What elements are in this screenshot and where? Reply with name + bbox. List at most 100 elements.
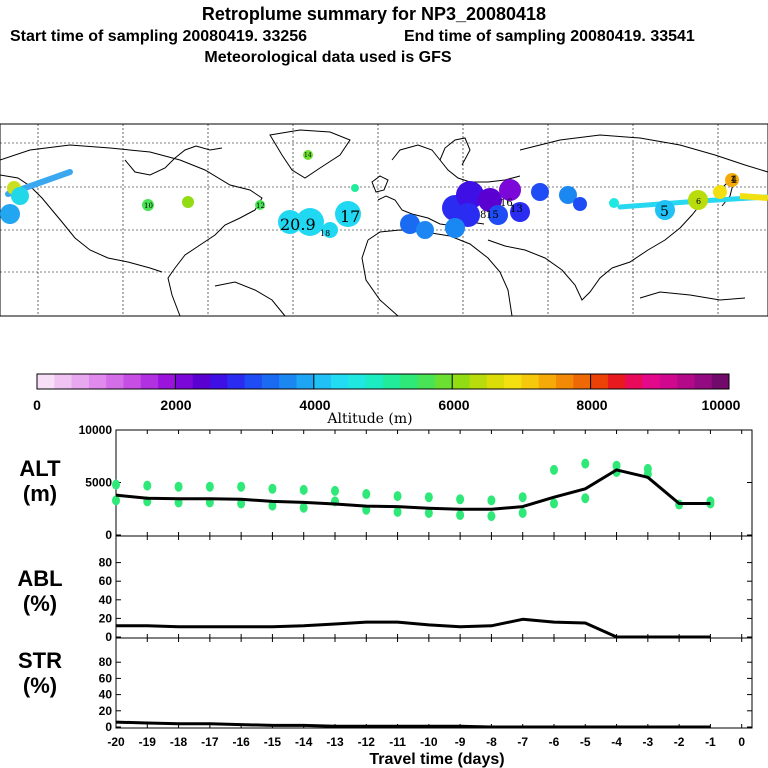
colorbar-swatch [556, 374, 574, 389]
x-tick-label: -11 [389, 735, 406, 749]
colorbar-swatch [417, 374, 436, 389]
alt-series-line [115, 468, 711, 511]
plume-label: 16 [500, 198, 513, 209]
panel-frame [115, 535, 753, 639]
plume-marker [296, 208, 324, 236]
panel-str: 0 20 40 60 80 [99, 637, 753, 734]
map-panel: 20.9 17 1 4 5 8 10 14 15 16 18 12 13 6 5… [0, 123, 768, 317]
alt-scatter-point [268, 483, 277, 494]
alt-scatter-point [299, 502, 308, 513]
x-tick-label: -12 [358, 735, 376, 749]
colorbar-swatch [590, 374, 609, 389]
plume-marker [688, 190, 708, 210]
colorbar-swatch [71, 374, 90, 389]
colorbar-swatch [573, 374, 592, 389]
colorbar-swatch [659, 374, 678, 389]
plume-label: 6 [696, 197, 701, 206]
y-tick-label: 0 [105, 528, 112, 542]
alt-scatter-point [237, 481, 246, 492]
alt-scatter-point [268, 500, 277, 511]
plume-marker [278, 210, 302, 234]
alt-scatter-point [456, 510, 465, 521]
plume-marker [445, 218, 465, 238]
plume-label: 18 [320, 229, 330, 238]
plume-marker [499, 179, 521, 201]
colorbar-swatch [434, 374, 453, 389]
colorbar-swatch [694, 374, 713, 389]
colorbar-swatch [538, 374, 557, 389]
panel-abl: 0 20 40 60 80 [99, 535, 753, 644]
y-tick-label: 20 [99, 704, 113, 718]
plume-marker [510, 202, 530, 222]
y-tick-label: 5000 [85, 476, 112, 490]
alt-scatter-point [299, 484, 308, 495]
x-tick-label: -2 [674, 735, 685, 749]
colorbar-swatch [625, 374, 643, 389]
figure-title: Retroplume summary for NP3_20080418 [202, 4, 546, 24]
alt-scatter-point [143, 480, 152, 491]
colorbar-swatch [54, 374, 73, 389]
plume-label: 10 [144, 202, 153, 210]
altitude-colorbar [36, 373, 730, 390]
plume-label: 4 [728, 183, 729, 185]
met-data-label: Meteorological data used is GFS [204, 49, 451, 66]
start-time-label: Start time of sampling 20080419. 33256 [10, 28, 307, 45]
alt-scatter-point [518, 507, 527, 518]
plume-marker [255, 200, 265, 210]
colorbar-swatch [261, 374, 280, 389]
colorbar-swatch [642, 374, 661, 389]
y-tick-label: 80 [99, 556, 113, 570]
colorbar-swatch [711, 374, 730, 389]
plume-marker [0, 204, 20, 224]
colorbar-swatch [486, 374, 505, 389]
y-tick-label: 60 [99, 574, 113, 588]
plume-label: 5 [660, 215, 661, 217]
alt-scatter-point [581, 493, 590, 504]
y-tick-label: 20 [99, 611, 113, 625]
x-axis-title: Travel time (days) [369, 751, 504, 768]
plume-track-yellow [739, 193, 768, 201]
plume-markers [0, 150, 768, 239]
colorbar-swatch [279, 374, 297, 389]
colorbar-swatch [452, 374, 470, 389]
plume-marker [559, 186, 577, 204]
colorbar-swatch [348, 374, 367, 389]
alt-scatter-point [393, 491, 402, 502]
str-panel-unit: (%) [23, 673, 57, 698]
plume-label: 8 [480, 210, 486, 221]
alt-scatter-point [487, 511, 496, 522]
x-tick-label: 0 [738, 735, 745, 749]
colorbar-swatch [677, 374, 695, 389]
alt-scatter-point [112, 479, 120, 490]
colorbar-tick-labels: 0 2000 4000 6000 8000 10000 [33, 397, 741, 413]
plume-marker [322, 222, 338, 238]
y-tick-label: 10000 [79, 423, 113, 437]
plume-label: 5 [660, 204, 669, 220]
colorbar-swatch [175, 374, 194, 389]
str-panel-label: STR [18, 648, 62, 673]
x-tick-label: -6 [549, 735, 560, 749]
panel-frame [115, 637, 753, 729]
colorbar-swatch [192, 374, 211, 389]
alt-scatter-point [549, 464, 558, 475]
colorbar-swatch [383, 374, 401, 389]
plume-marker [182, 196, 194, 208]
plume-marker [713, 185, 727, 199]
plume-marker [11, 187, 29, 205]
colorbar-swatch [313, 374, 332, 389]
y-tick-label: 0 [105, 720, 112, 734]
map-grid [0, 124, 768, 316]
panel-frame [115, 429, 753, 537]
x-tick-label: -16 [232, 735, 250, 749]
colorbar-swatch [106, 374, 124, 389]
y-tick-label: 80 [99, 655, 113, 669]
x-tick-label: -3 [643, 735, 654, 749]
alt-scatter-point [424, 492, 433, 503]
plume-label: 13 [510, 204, 523, 215]
plume-label: 4 [731, 175, 737, 186]
colorbar-swatch [140, 374, 159, 389]
end-time-label: End time of sampling 20080419. 33541 [404, 28, 695, 45]
x-tick-label: -18 [170, 735, 188, 749]
alt-scatter-point [549, 498, 558, 509]
